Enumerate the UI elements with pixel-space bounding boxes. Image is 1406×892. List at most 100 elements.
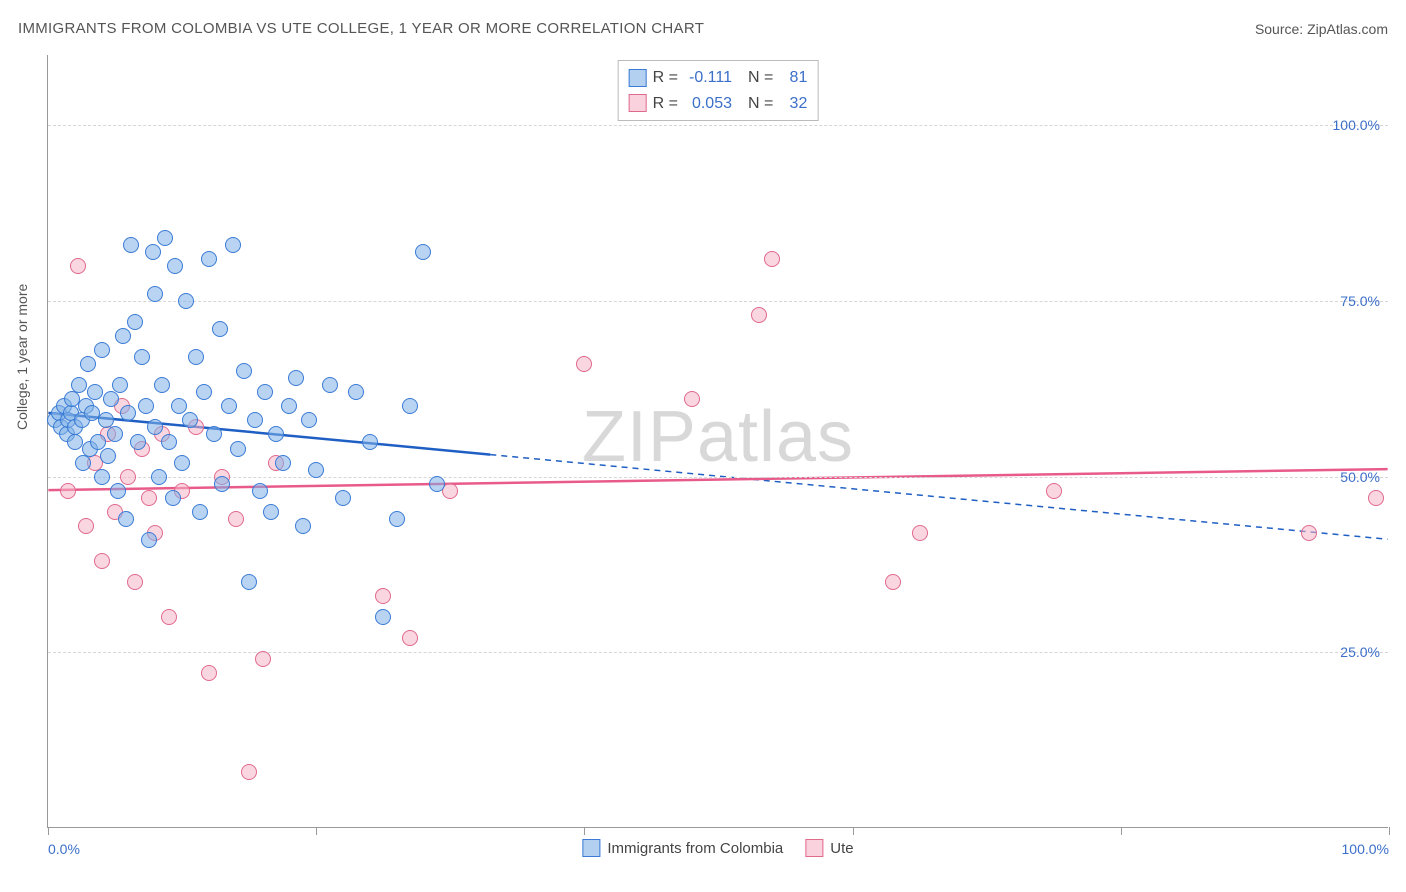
data-point [1368, 490, 1384, 506]
data-point [196, 384, 212, 400]
legend-item: Immigrants from Colombia [582, 839, 783, 857]
trend-lines [48, 55, 1388, 827]
data-point [127, 574, 143, 590]
data-point [157, 230, 173, 246]
data-point [123, 237, 139, 253]
data-point [147, 286, 163, 302]
data-point [275, 455, 291, 471]
xtick-label: 0.0% [48, 841, 80, 857]
data-point [71, 377, 87, 393]
r-label: R = [653, 65, 678, 91]
data-point [375, 609, 391, 625]
swatch-blue [629, 69, 647, 87]
data-point [145, 244, 161, 260]
data-point [429, 476, 445, 492]
data-point [75, 455, 91, 471]
data-point [362, 434, 378, 450]
data-point [225, 237, 241, 253]
data-point [335, 490, 351, 506]
data-point [127, 314, 143, 330]
data-point [415, 244, 431, 260]
data-point [348, 384, 364, 400]
data-point [178, 293, 194, 309]
xtick [48, 827, 49, 835]
data-point [885, 574, 901, 590]
data-point [241, 574, 257, 590]
data-point [221, 398, 237, 414]
n-value: 32 [779, 91, 807, 117]
data-point [268, 426, 284, 442]
watermark: ZIPatlas [582, 396, 854, 478]
ytick-label: 75.0% [1340, 293, 1380, 309]
data-point [94, 553, 110, 569]
n-label: N = [748, 65, 773, 91]
data-point [171, 398, 187, 414]
data-point [201, 665, 217, 681]
data-point [147, 419, 163, 435]
gridline [48, 125, 1388, 126]
data-point [247, 412, 263, 428]
data-point [281, 398, 297, 414]
data-point [141, 490, 157, 506]
data-point [1046, 483, 1062, 499]
xtick [853, 827, 854, 835]
data-point [94, 342, 110, 358]
data-point [134, 349, 150, 365]
legend-item: Ute [805, 839, 853, 857]
data-point [257, 384, 273, 400]
swatch-pink [805, 839, 823, 857]
r-value: -0.111 [684, 65, 732, 91]
data-point [201, 251, 217, 267]
data-point [130, 434, 146, 450]
data-point [230, 441, 246, 457]
data-point [402, 630, 418, 646]
data-point [295, 518, 311, 534]
data-point [90, 434, 106, 450]
data-point [389, 511, 405, 527]
data-point [161, 609, 177, 625]
data-point [94, 469, 110, 485]
data-point [78, 518, 94, 534]
title-bar: IMMIGRANTS FROM COLOMBIA VS UTE COLLEGE,… [18, 20, 1388, 37]
data-point [182, 412, 198, 428]
data-point [70, 258, 86, 274]
xtick-label: 100.0% [1342, 841, 1389, 857]
scatter-plot: ZIPatlas R = -0.111 N = 81 R = 0.053 N =… [47, 55, 1388, 828]
data-point [375, 588, 391, 604]
data-point [60, 483, 76, 499]
data-point [308, 462, 324, 478]
data-point [764, 251, 780, 267]
data-point [141, 532, 157, 548]
ytick-label: 25.0% [1340, 644, 1380, 660]
data-point [161, 434, 177, 450]
gridline [48, 477, 1388, 478]
data-point [912, 525, 928, 541]
data-point [165, 490, 181, 506]
data-point [228, 511, 244, 527]
legend-label: Immigrants from Colombia [607, 840, 783, 857]
legend-row: R = -0.111 N = 81 [629, 65, 808, 91]
data-point [103, 391, 119, 407]
data-point [107, 426, 123, 442]
xtick [316, 827, 317, 835]
data-point [402, 398, 418, 414]
data-point [120, 469, 136, 485]
data-point [192, 504, 208, 520]
data-point [87, 384, 103, 400]
data-point [252, 483, 268, 499]
legend-row: R = 0.053 N = 32 [629, 91, 808, 117]
data-point [174, 455, 190, 471]
chart-title: IMMIGRANTS FROM COLOMBIA VS UTE COLLEGE,… [18, 20, 704, 37]
data-point [151, 469, 167, 485]
data-point [214, 476, 230, 492]
data-point [118, 511, 134, 527]
data-point [263, 504, 279, 520]
data-point [288, 370, 304, 386]
data-point [138, 398, 154, 414]
data-point [576, 356, 592, 372]
gridline [48, 652, 1388, 653]
data-point [212, 321, 228, 337]
data-point [236, 363, 252, 379]
source-label: Source: ZipAtlas.com [1255, 21, 1388, 37]
y-axis-label: College, 1 year or more [14, 284, 30, 430]
